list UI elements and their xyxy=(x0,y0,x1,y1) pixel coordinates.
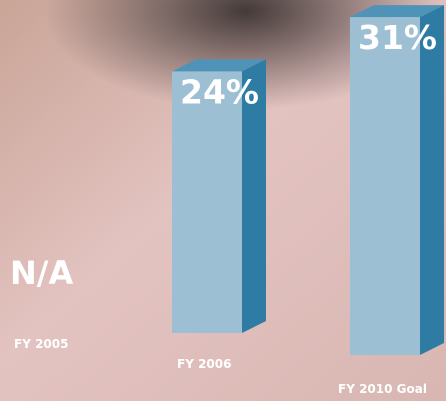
value-label: N/A xyxy=(10,254,73,292)
bar xyxy=(172,71,242,334)
x-tick-label: FY 2005 xyxy=(14,337,68,351)
bar-side xyxy=(242,59,266,334)
x-tick-label: FY 2006 xyxy=(177,357,231,371)
x-tick-label: FY 2010 Goal xyxy=(338,382,427,396)
bar-side xyxy=(420,5,444,355)
bar-top xyxy=(172,59,266,72)
value-label: 24% xyxy=(180,72,259,111)
value-label: 31% xyxy=(358,18,437,57)
bar xyxy=(350,17,420,355)
bar-top xyxy=(350,5,444,18)
